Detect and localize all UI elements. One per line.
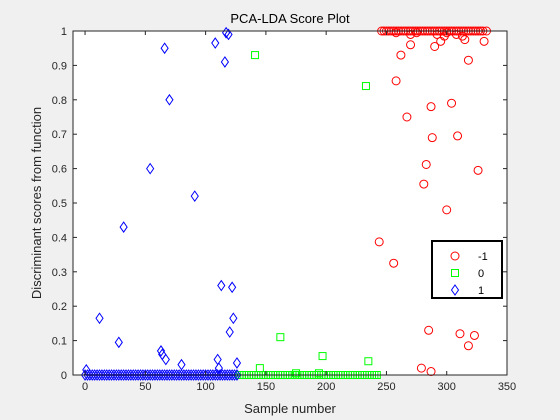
legend-label: -1 bbox=[478, 251, 488, 263]
legend-marker bbox=[450, 284, 460, 296]
x-tick-label: 300 bbox=[438, 381, 456, 393]
data-point bbox=[426, 102, 436, 112]
data-point bbox=[402, 112, 412, 122]
y-tick-label: 0.3 bbox=[52, 267, 67, 279]
y-tick-label: 0.1 bbox=[52, 336, 67, 348]
legend-box bbox=[431, 240, 503, 299]
x-tick-label: 200 bbox=[317, 381, 335, 393]
data-point bbox=[396, 50, 406, 60]
data-point bbox=[421, 159, 431, 169]
y-tick-label: 0.4 bbox=[52, 232, 67, 244]
plot-area bbox=[73, 31, 507, 375]
y-tick-label: 0.7 bbox=[52, 129, 67, 141]
data-point bbox=[232, 369, 242, 381]
data-point bbox=[374, 237, 384, 247]
data-point bbox=[224, 28, 233, 41]
legend-label: 1 bbox=[478, 285, 484, 297]
data-point bbox=[228, 281, 237, 294]
data-point bbox=[230, 369, 239, 381]
data-point bbox=[225, 326, 234, 338]
data-point bbox=[463, 55, 473, 65]
legend-marker bbox=[450, 251, 460, 261]
data-point bbox=[419, 179, 429, 189]
x-tick-label: 350 bbox=[498, 381, 516, 393]
data-point bbox=[364, 357, 373, 366]
data-point bbox=[146, 162, 155, 175]
x-tick-label: 250 bbox=[377, 381, 395, 393]
y-tick-label: 0.2 bbox=[52, 301, 67, 313]
data-point bbox=[479, 36, 489, 46]
data-point bbox=[229, 312, 238, 325]
x-tick-label: 50 bbox=[139, 381, 151, 393]
data-point bbox=[430, 41, 440, 51]
data-point bbox=[361, 82, 370, 91]
data-point bbox=[455, 329, 465, 339]
chart-title: PCA-LDA Score Plot bbox=[230, 11, 350, 26]
axis-ticks: 0 50 100 150 200 250 300 350 0 0.1 0.2 0.3 0.4 0.5 0.6… bbox=[52, 26, 516, 393]
data-point bbox=[427, 133, 437, 143]
data-point bbox=[114, 336, 123, 349]
y-tick-label: 0 bbox=[61, 370, 67, 382]
data-point bbox=[416, 363, 426, 373]
data-point bbox=[473, 165, 483, 175]
data-point bbox=[214, 362, 223, 374]
data-point bbox=[453, 131, 463, 141]
data-point bbox=[190, 190, 199, 202]
data-point bbox=[156, 345, 166, 357]
data-point bbox=[161, 353, 170, 366]
data-point bbox=[463, 341, 473, 351]
data-point bbox=[318, 352, 327, 361]
legend: -1 0 1 bbox=[431, 240, 503, 299]
data-point bbox=[442, 205, 452, 215]
data-point bbox=[220, 56, 230, 68]
x-axis-label: Sample number bbox=[244, 401, 336, 416]
data-point bbox=[251, 51, 260, 60]
y-tick-label: 0.9 bbox=[52, 60, 67, 72]
y-tick-label: 0.6 bbox=[52, 164, 67, 176]
data-point bbox=[406, 40, 416, 50]
data-point bbox=[424, 325, 434, 335]
data-point bbox=[95, 312, 104, 325]
data-point bbox=[217, 279, 226, 292]
data-point bbox=[165, 93, 174, 106]
data-point bbox=[447, 98, 457, 108]
y-tick-label: 0.5 bbox=[52, 198, 67, 210]
data-point bbox=[232, 357, 242, 369]
data-point bbox=[160, 42, 169, 55]
y-axis-label: Discriminant scores from function bbox=[29, 107, 44, 299]
y-tick-label: 1 bbox=[61, 26, 67, 38]
data-point bbox=[391, 76, 401, 86]
x-tick-label: 150 bbox=[257, 381, 275, 393]
legend-label: 0 bbox=[478, 268, 484, 280]
x-tick-label: 0 bbox=[82, 381, 88, 393]
legend-marker bbox=[451, 269, 459, 277]
data-point bbox=[426, 367, 436, 377]
data-point bbox=[469, 330, 479, 340]
data-point bbox=[389, 258, 399, 268]
x-tick-label: 100 bbox=[196, 381, 214, 393]
data-point bbox=[211, 37, 220, 49]
data-point bbox=[276, 333, 285, 342]
data-point bbox=[119, 221, 128, 233]
y-tick-label: 0.8 bbox=[52, 95, 67, 107]
